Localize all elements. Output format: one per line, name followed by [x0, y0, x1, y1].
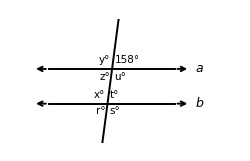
- Text: u°: u°: [114, 72, 126, 82]
- Text: 158°: 158°: [114, 55, 140, 65]
- Text: y°: y°: [98, 55, 110, 65]
- Text: z°: z°: [99, 72, 110, 82]
- Text: b: b: [196, 97, 204, 110]
- Text: a: a: [196, 62, 203, 75]
- Text: t°: t°: [110, 90, 119, 100]
- Text: s°: s°: [110, 106, 120, 116]
- Text: x°: x°: [94, 90, 105, 100]
- Text: r°: r°: [96, 106, 105, 116]
